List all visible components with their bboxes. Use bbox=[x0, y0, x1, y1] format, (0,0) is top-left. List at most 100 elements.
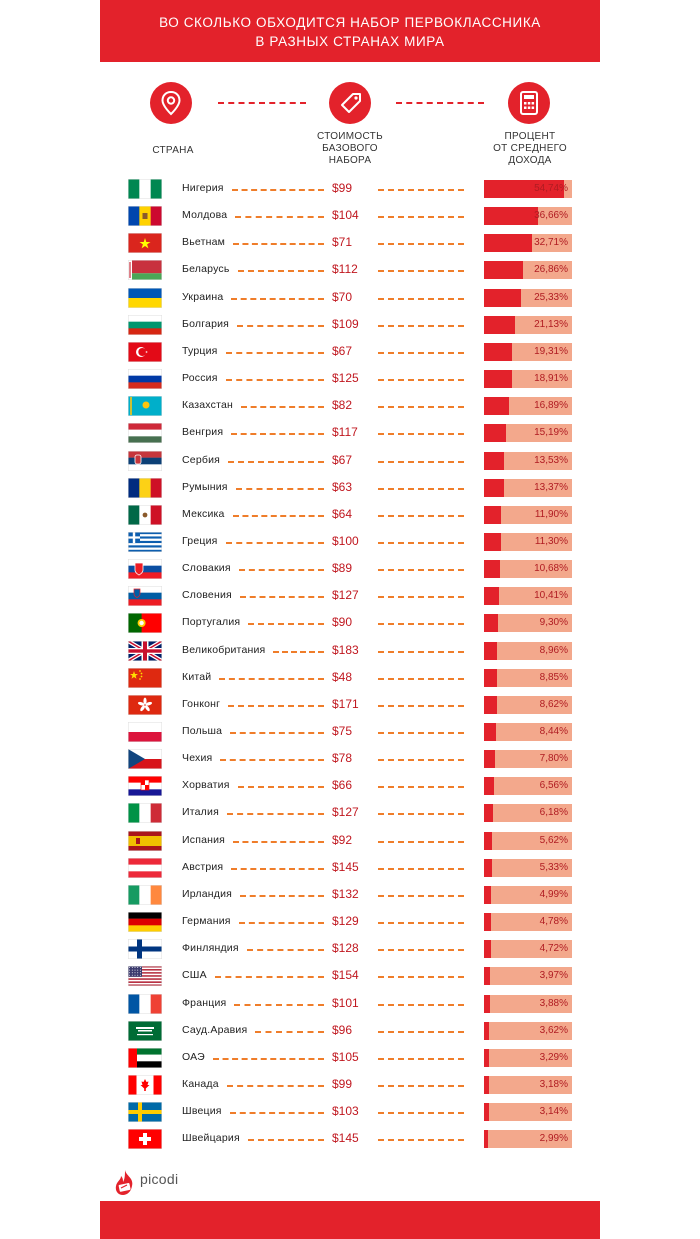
table-row: Финляндия $128 4,72% bbox=[100, 936, 600, 963]
table-row: Португалия $90 9,30% bbox=[100, 610, 600, 637]
percent-label: 19,31% bbox=[534, 345, 568, 357]
price-value: $100 bbox=[332, 533, 359, 548]
flag-uae-icon bbox=[128, 1047, 162, 1068]
leader-dash-left bbox=[236, 487, 324, 490]
leader-dash-left bbox=[239, 922, 324, 925]
leader-dash-left bbox=[231, 867, 324, 870]
flag-turkey-icon bbox=[128, 341, 162, 362]
footer-banner bbox=[100, 1201, 600, 1239]
leader-dash-right bbox=[378, 976, 464, 979]
percent-label: 25,33% bbox=[534, 291, 568, 303]
flag-bulgaria-icon bbox=[128, 314, 162, 335]
flag-hungary-icon bbox=[128, 423, 162, 444]
country-name: Финляндия bbox=[182, 942, 239, 955]
price-value: $63 bbox=[332, 479, 353, 494]
bar bbox=[484, 342, 513, 361]
percent-label: 21,13% bbox=[534, 318, 568, 330]
price-value: $117 bbox=[332, 425, 358, 440]
bar-track bbox=[484, 532, 572, 551]
percent-label: 10,41% bbox=[534, 590, 568, 602]
leader-dash-right bbox=[378, 759, 464, 762]
bar-track bbox=[484, 994, 572, 1013]
price-value: $109 bbox=[332, 316, 359, 331]
leader-dash-right bbox=[378, 487, 464, 490]
percent-label: 3,14% bbox=[539, 1106, 568, 1118]
leader-dash-right bbox=[378, 1057, 464, 1060]
bar-track bbox=[484, 804, 572, 823]
percent-label: 3,62% bbox=[539, 1024, 568, 1036]
picodi-logo bbox=[110, 1168, 220, 1198]
percent-label: 36,66% bbox=[534, 210, 568, 222]
bar-track bbox=[484, 695, 572, 714]
bar bbox=[484, 478, 504, 497]
bar-track bbox=[484, 641, 572, 660]
leader-dash-right bbox=[378, 894, 464, 897]
country-name: Румыния bbox=[182, 480, 228, 493]
picodi-logo-text: picodi bbox=[140, 1171, 179, 1187]
table-row: США $154 3,97% bbox=[100, 963, 600, 990]
leader-dash-left bbox=[233, 243, 324, 246]
percent-label: 3,97% bbox=[539, 970, 568, 982]
table-row: Румыния $63 13,37% bbox=[100, 475, 600, 502]
country-name: Греция bbox=[182, 534, 218, 547]
bar bbox=[484, 1021, 490, 1040]
country-name: Канада bbox=[182, 1077, 219, 1090]
leader-dash-right bbox=[378, 840, 464, 843]
leader-dash-left bbox=[226, 379, 324, 382]
leader-dash-right bbox=[378, 406, 464, 409]
flag-poland-icon bbox=[128, 722, 162, 742]
percent-label: 4,99% bbox=[539, 888, 568, 900]
price-value: $75 bbox=[332, 724, 353, 738]
price-value: $92 bbox=[332, 832, 353, 847]
price-value: $89 bbox=[332, 561, 353, 576]
bar bbox=[484, 967, 490, 986]
column-head-percent: ПРОЦЕНТ ОТ СРЕДНЕГО ДОХОДА bbox=[493, 131, 567, 166]
flag-italy-icon bbox=[128, 803, 162, 824]
table-row: Китай $48 8,85% bbox=[100, 665, 600, 692]
price-value: $128 bbox=[332, 941, 359, 956]
leader-dash-right bbox=[378, 949, 464, 952]
leader-dash-right bbox=[378, 324, 464, 327]
flag-slovenia-icon bbox=[128, 586, 162, 607]
price-value: $154 bbox=[332, 968, 359, 983]
flag-portugal-icon bbox=[128, 613, 162, 634]
percent-label: 9,30% bbox=[539, 617, 568, 629]
price-value: $129 bbox=[332, 914, 359, 929]
price-value: $70 bbox=[332, 289, 353, 304]
bar-track bbox=[484, 505, 572, 524]
bar-track bbox=[484, 614, 572, 633]
leader-dash-left bbox=[233, 840, 324, 843]
country-name: Гонконг bbox=[182, 697, 221, 710]
leader-dash-left bbox=[247, 949, 324, 952]
country-name: Мексика bbox=[182, 507, 225, 520]
bar bbox=[484, 1075, 489, 1094]
country-name: Беларусь bbox=[182, 263, 230, 276]
infographic: ВО СКОЛЬКО ОБХОДИТСЯ НАБОР ПЕРВОКЛАССНИК… bbox=[100, 0, 600, 1239]
leader-dash-right bbox=[378, 433, 464, 436]
table-row: Австрия $145 5,33% bbox=[100, 855, 600, 882]
bar bbox=[484, 994, 490, 1013]
percent-label: 3,88% bbox=[539, 997, 568, 1009]
leader-dash-right bbox=[378, 623, 464, 626]
price-value: $82 bbox=[332, 398, 353, 413]
price-value: $125 bbox=[332, 371, 359, 386]
table-row: Швейцария $145 2,99% bbox=[100, 1126, 600, 1153]
flag-germany-icon bbox=[128, 912, 162, 933]
percent-label: 2,99% bbox=[539, 1133, 568, 1145]
percent-label: 6,56% bbox=[539, 780, 568, 792]
percent-label: 5,62% bbox=[539, 834, 568, 846]
country-name: Украина bbox=[182, 290, 224, 303]
flag-uk-icon bbox=[128, 640, 162, 661]
bar bbox=[484, 370, 512, 389]
bar-track bbox=[484, 1130, 572, 1149]
leader-dash-left bbox=[240, 596, 324, 599]
flag-hongkong-icon bbox=[128, 694, 162, 715]
percent-label: 13,53% bbox=[534, 454, 568, 466]
bar-track bbox=[484, 1048, 572, 1067]
bar-track bbox=[484, 560, 572, 579]
table-row: Великобритания $183 8,96% bbox=[100, 638, 600, 665]
leader-dash-right bbox=[378, 270, 464, 273]
table-row: Франция $101 3,88% bbox=[100, 991, 600, 1018]
bar bbox=[484, 804, 494, 823]
flag-russia-icon bbox=[128, 369, 162, 390]
